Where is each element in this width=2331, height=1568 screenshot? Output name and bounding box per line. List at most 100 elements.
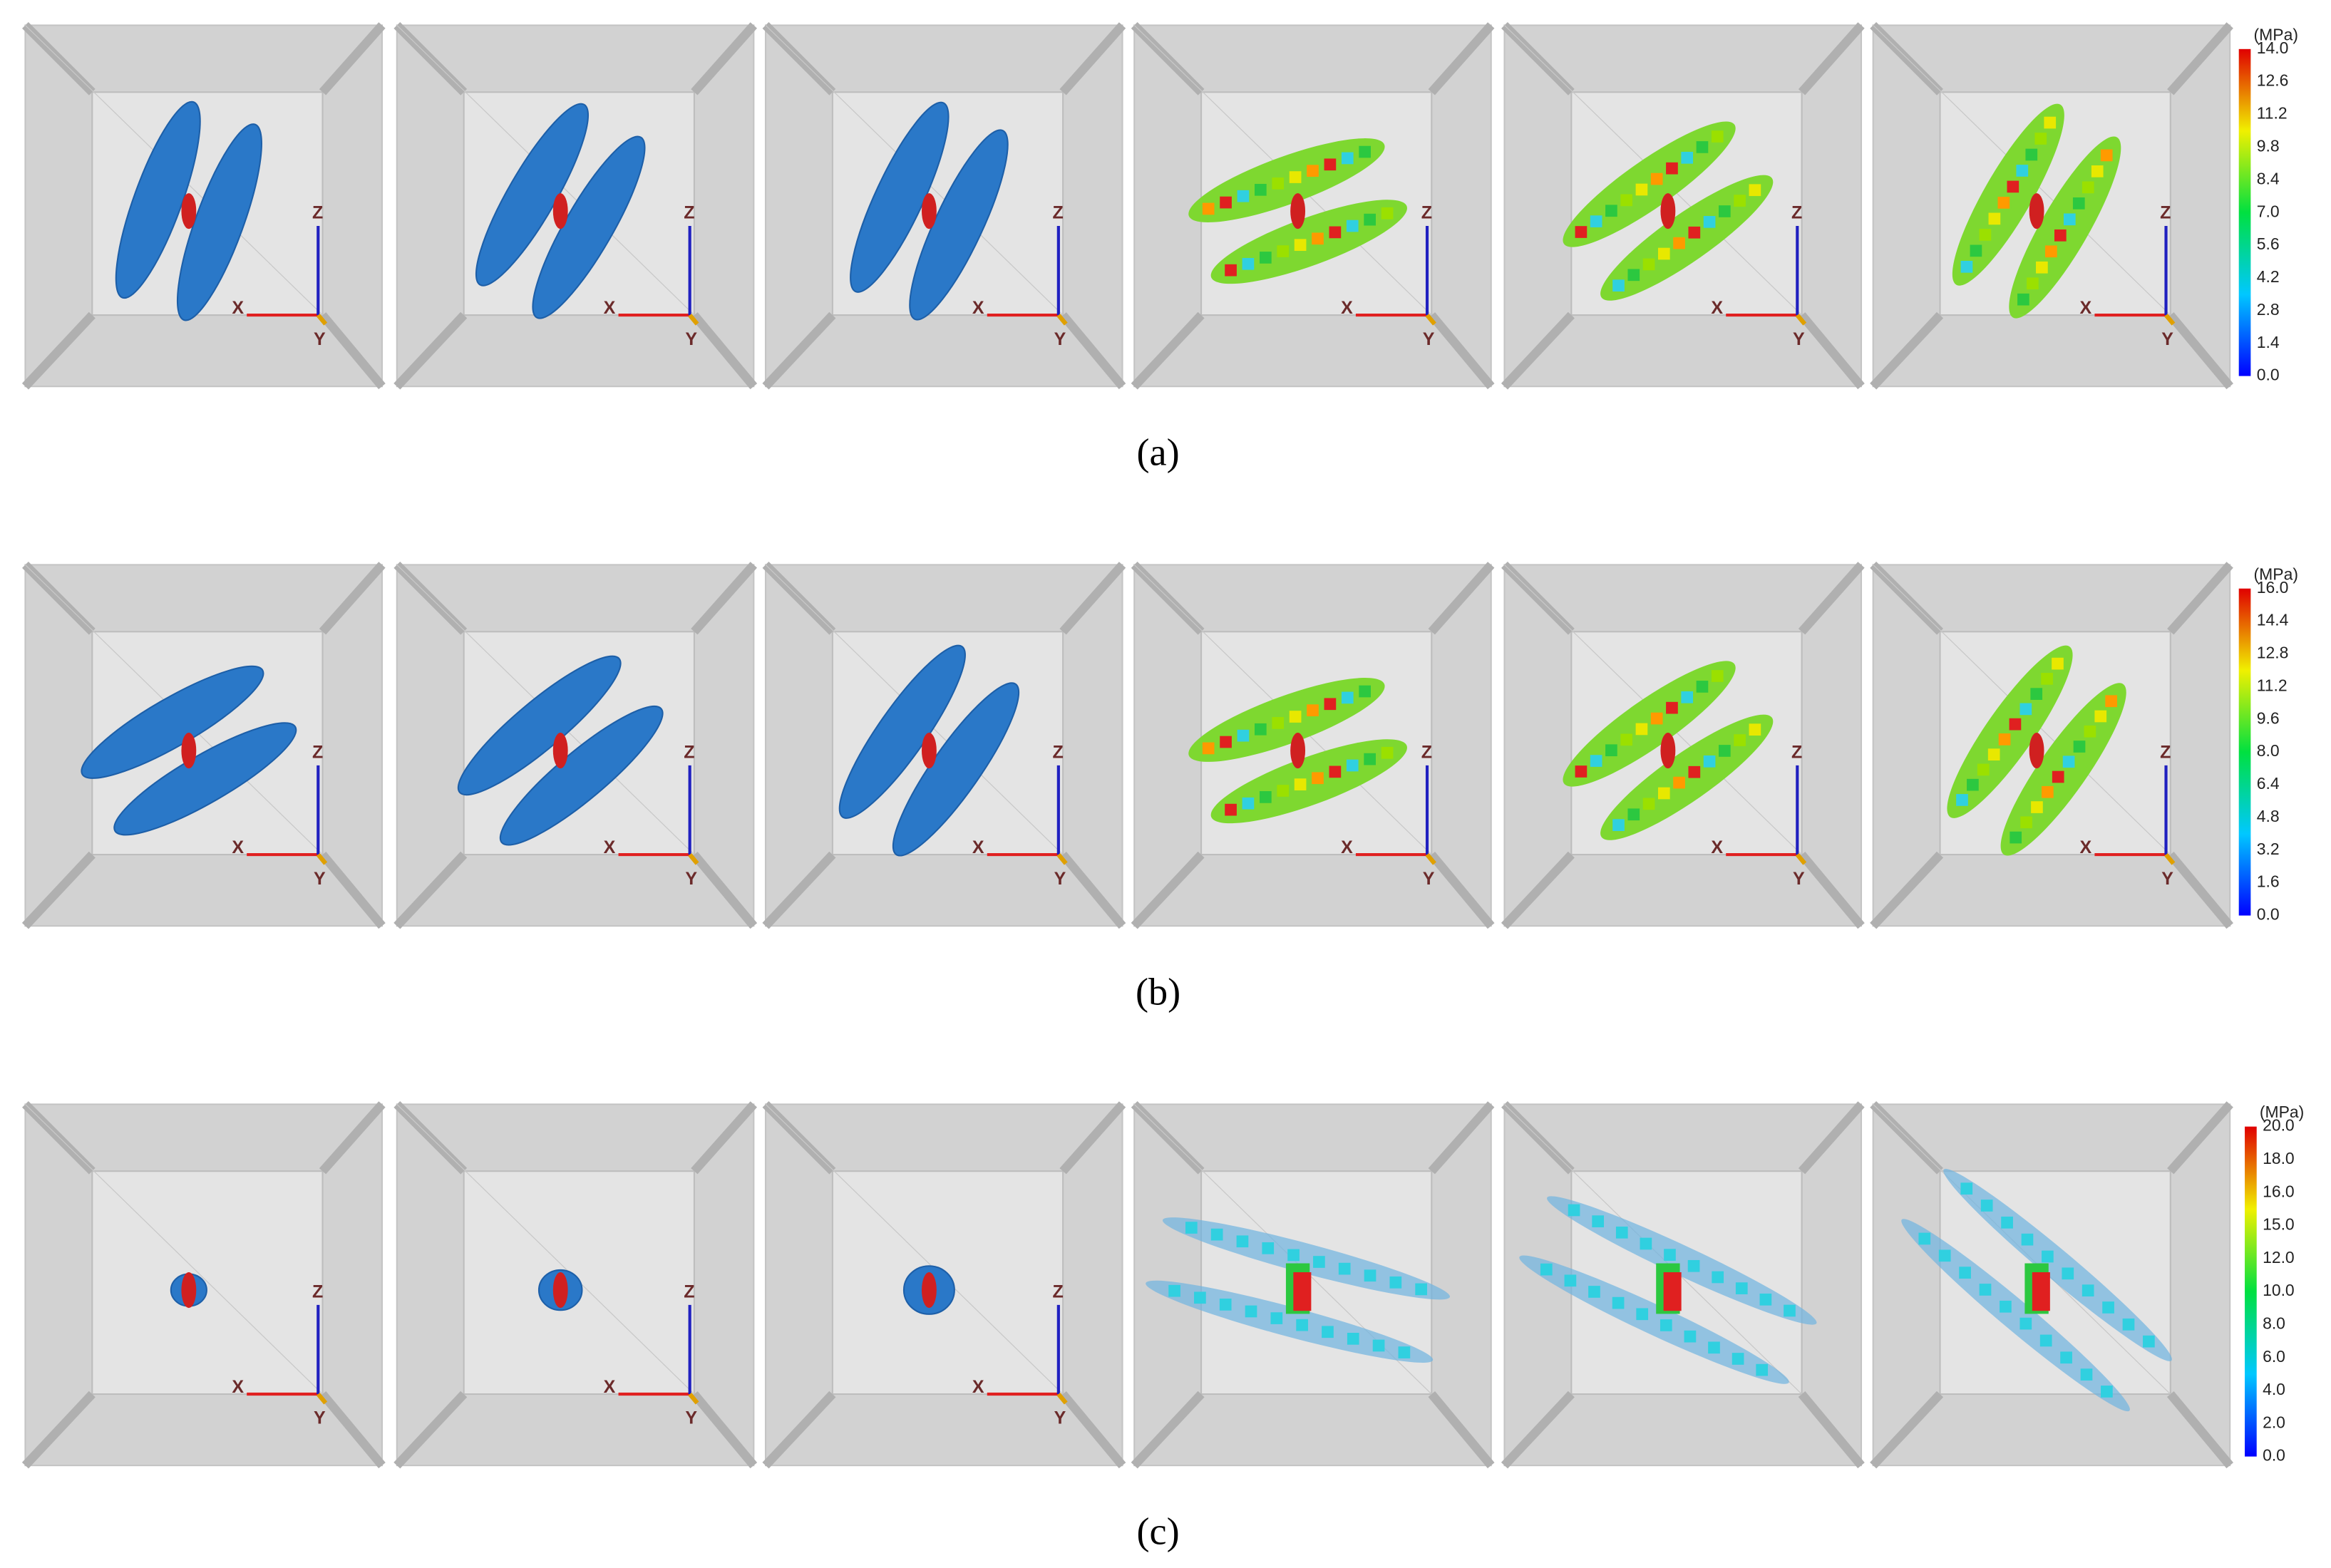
edge (1501, 311, 1575, 390)
stress-cell (1277, 245, 1290, 257)
stress-cell (1341, 691, 1354, 704)
colorbar-tick: 4.8 (2257, 807, 2280, 825)
stress-cell (1642, 258, 1655, 271)
render-panel: X Z Y (393, 22, 758, 390)
y-axis (316, 853, 328, 865)
fracture-blob (838, 644, 966, 819)
colorbar-tick: 2.8 (2257, 300, 2280, 319)
edge (2167, 562, 2233, 635)
stress-cell (1711, 670, 1724, 682)
edge (393, 311, 468, 390)
y-axis (1056, 853, 1068, 865)
stress-cell (2094, 710, 2107, 723)
y-label: Y (685, 1408, 697, 1428)
render-panel: X Z Y (21, 1100, 386, 1469)
stress-cell (1242, 257, 1255, 270)
stress-cell (2019, 1317, 2032, 1330)
y-label: Y (314, 869, 326, 889)
colorbar-tick: 15.0 (2263, 1215, 2295, 1234)
stress-cell (1359, 685, 1371, 698)
edge (1870, 851, 1944, 929)
stress-cell (2062, 1267, 2074, 1280)
stress-cell (1959, 1267, 1971, 1279)
stress-cell (1635, 723, 1648, 736)
stress-cell (1245, 1305, 1257, 1318)
edge (1059, 1391, 1126, 1469)
stress-cell (1347, 1333, 1359, 1345)
stress-cell (2041, 785, 2054, 798)
stress-cell (1272, 177, 1285, 190)
edge (1428, 562, 1495, 635)
core (2029, 733, 2044, 769)
stress-cell (2091, 165, 2104, 177)
stress-cell (1322, 1326, 1334, 1339)
stress-cell (2082, 181, 2094, 194)
stress-cell (1650, 172, 1663, 185)
y-label: Y (314, 1408, 326, 1428)
stress-cell (1612, 819, 1625, 831)
fracture-blob (892, 682, 1020, 857)
stress-cell (1236, 1235, 1249, 1248)
y-label: Y (2161, 329, 2173, 349)
stress-blob (1547, 1196, 1817, 1325)
stress-cell (1289, 711, 1302, 723)
edge (2167, 22, 2233, 96)
y-label: Y (1793, 869, 1805, 889)
stress-cell (1415, 1283, 1427, 1296)
colorbar-tick: 0.0 (2257, 905, 2280, 924)
edge (691, 1391, 758, 1469)
colorbar-tick: 10.0 (2263, 1281, 2295, 1299)
stress-cell (1696, 681, 1709, 693)
core (921, 1272, 937, 1309)
y-label: Y (685, 869, 697, 889)
stress-blob (1901, 1219, 2130, 1412)
stress-blob (1146, 1280, 1434, 1363)
edge (1428, 1101, 1495, 1175)
stress-cell (1749, 184, 1761, 197)
x-label: X (972, 837, 984, 857)
stress-cell (1259, 252, 1272, 264)
stress-cell (1749, 723, 1761, 736)
stress-cell (1784, 1304, 1796, 1317)
y-label: Y (2161, 869, 2173, 889)
stress-cell (2007, 180, 2019, 193)
x-label: X (232, 837, 244, 857)
fracture-blob (909, 129, 1009, 321)
stress-cell (2122, 1318, 2135, 1331)
stress-cell (1220, 736, 1232, 748)
stress-cell (1294, 778, 1307, 790)
fracture-blob (850, 101, 950, 293)
colorbar (2238, 588, 2251, 916)
stress-cell (1312, 772, 1324, 785)
colorbar-tick: 0.0 (2263, 1446, 2285, 1465)
render-panel: X Z Y (1870, 22, 2233, 390)
edge (393, 1391, 468, 1469)
colorbar-tick: 6.0 (2263, 1347, 2285, 1366)
edge (762, 1391, 836, 1469)
stress-cell (1341, 152, 1354, 165)
stress-cell (1711, 130, 1724, 143)
edge (2166, 312, 2233, 390)
edge (1798, 1101, 1865, 1175)
edge (1798, 312, 1865, 390)
x-label: X (604, 837, 616, 857)
stress-cell (1960, 260, 1973, 273)
colorbar-tick: 11.2 (2257, 676, 2288, 694)
y-axis (688, 853, 699, 865)
stress-cell (1381, 207, 1394, 220)
stress-cell (1329, 765, 1342, 778)
y-label: Y (1423, 869, 1435, 889)
render-panel: X Z Y (1131, 22, 1495, 390)
z-label: Z (312, 743, 323, 763)
colorbar-tick: 16.0 (2257, 578, 2289, 597)
stress-cell (2027, 277, 2039, 290)
z-label: Z (684, 743, 694, 763)
stress-cell (1688, 765, 1701, 778)
stress-cell (1703, 216, 1716, 228)
z-label: Z (2160, 743, 2171, 763)
stress-cell (1168, 1284, 1180, 1297)
core (1293, 1272, 1312, 1311)
edge (393, 851, 468, 929)
stress-cell (1759, 1293, 1772, 1306)
stress-cell (2000, 1300, 2012, 1313)
